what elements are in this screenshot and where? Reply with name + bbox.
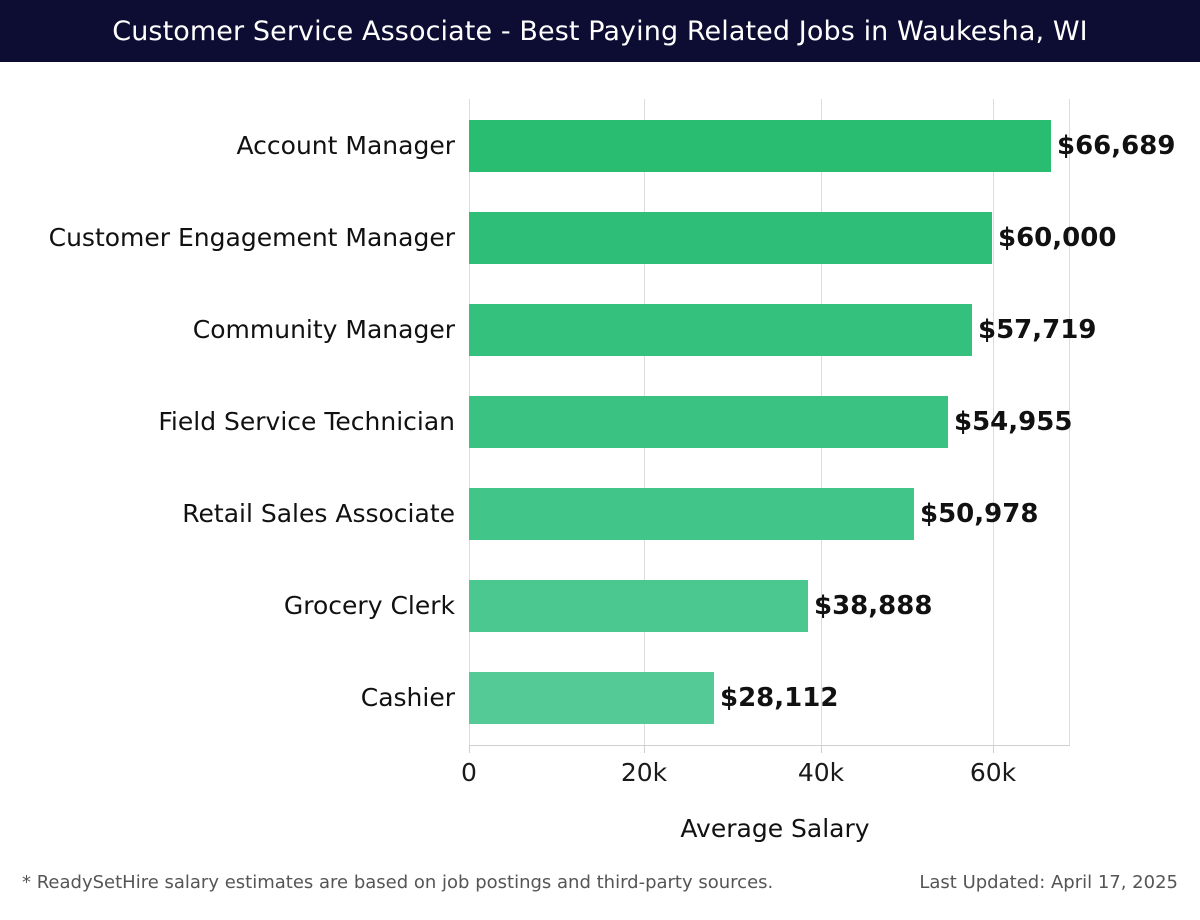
chart-footer: * ReadySetHire salary estimates are base… [0, 872, 1200, 920]
bar-category-label: Retail Sales Associate [182, 499, 455, 528]
bar-segment[interactable] [469, 580, 808, 632]
bar-category-label: Cashier [360, 683, 455, 712]
gridline-right-edge [1069, 99, 1070, 745]
x-axis-tick-label: 0 [461, 758, 477, 787]
bar-value-label: $50,978 [920, 499, 1039, 529]
x-axis-tick-label: 60k [969, 758, 1017, 787]
bar-segment[interactable] [469, 304, 972, 356]
bar-segment[interactable] [469, 212, 992, 264]
bar-category-label: Community Manager [192, 315, 455, 344]
x-axis-tick [469, 745, 470, 753]
x-axis-line [469, 745, 1070, 746]
page-title: Customer Service Associate - Best Paying… [112, 15, 1088, 47]
bar-segment[interactable] [469, 120, 1051, 172]
bar-value-label: $57,719 [978, 315, 1097, 345]
gridline-60k [993, 99, 994, 745]
footer-disclaimer: * ReadySetHire salary estimates are base… [22, 872, 774, 893]
bar-category-label: Customer Engagement Manager [48, 223, 455, 252]
bar-category-label: Account Manager [236, 131, 455, 160]
bar-category-label: Grocery Clerk [283, 591, 455, 620]
bar-value-label: $38,888 [814, 591, 933, 621]
bar-value-label: $66,689 [1057, 131, 1176, 161]
x-axis-title-text: Average Salary [680, 814, 870, 843]
bar-category-label: Field Service Technician [158, 407, 455, 436]
x-axis-tick-label: 20k [620, 758, 668, 787]
x-axis-title: Average Salary [0, 814, 1200, 843]
bar-value-label: $54,955 [954, 407, 1073, 437]
x-axis-tick [644, 745, 645, 753]
bar-value-label: $60,000 [998, 223, 1117, 253]
x-axis-tick [993, 745, 994, 753]
chart-header-bar: Customer Service Associate - Best Paying… [0, 0, 1200, 62]
bar-segment[interactable] [469, 488, 914, 540]
footer-last-updated: Last Updated: April 17, 2025 [919, 872, 1178, 893]
x-axis-tick-label: 40k [797, 758, 845, 787]
bar-value-label: $28,112 [720, 683, 839, 713]
bar-segment[interactable] [469, 396, 948, 448]
bar-chart: Account Manager $66,689 Customer Engagem… [0, 62, 1200, 857]
bar-segment[interactable] [469, 672, 714, 724]
x-axis-tick [821, 745, 822, 753]
